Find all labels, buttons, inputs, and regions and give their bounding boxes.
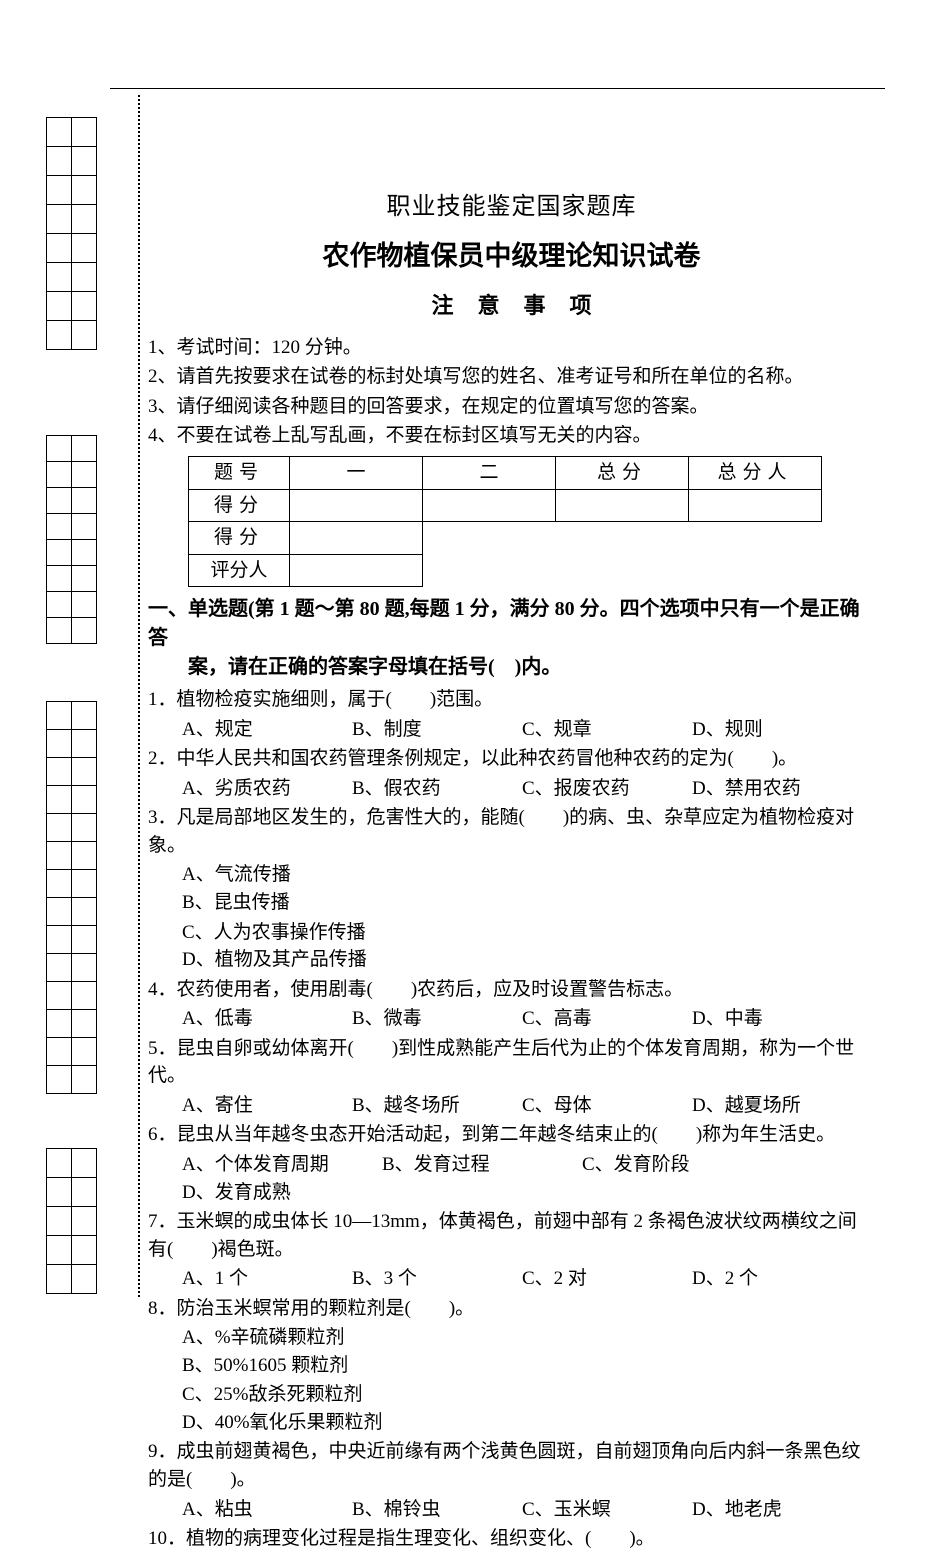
question-options-row: A、粘虫B、棉铃虫C、玉米螟D、地老虎 bbox=[182, 1496, 875, 1524]
score-row1-label: 题号 bbox=[189, 457, 290, 490]
question-option: C、25%敌杀死颗粒剂 bbox=[182, 1381, 542, 1409]
question-option: A、气流传播 bbox=[182, 861, 542, 889]
score-col-1: 一 bbox=[290, 457, 423, 490]
note-4: 4、不要在试卷上乱写乱画，不要在标封区填写无关的内容。 bbox=[148, 422, 875, 450]
question-options-row: A、劣质农药B、假农药C、报废农药D、禁用农药 bbox=[182, 775, 875, 803]
question-option: A、劣质农药 bbox=[182, 775, 352, 803]
question-option: D、中毒 bbox=[692, 1005, 862, 1033]
question-stem: 3．凡是局部地区发生的，危害性大的，能随( )的病、虫、杂草应定为植物检疫对象。 bbox=[148, 804, 875, 859]
question-options-row: A、个体发育周期B、发育过程C、发育阶段 D、发育成熟 bbox=[182, 1151, 875, 1206]
question-option: C、2 对 bbox=[522, 1265, 692, 1293]
question-option: D、发育成熟 bbox=[182, 1179, 382, 1207]
question-options-row: A、1 个B、3 个C、2 对D、2 个 bbox=[182, 1265, 875, 1293]
question-option: A、低毒 bbox=[182, 1005, 352, 1033]
question-stem: 5．昆虫自卵或幼体离开( )到性成熟能产生后代为止的个体发育周期，称为一个世代。 bbox=[148, 1035, 875, 1090]
title-line-2: 农作物植保员中级理论知识试卷 bbox=[148, 237, 875, 276]
question-option: B、50%1605 颗粒剂 bbox=[182, 1352, 542, 1380]
question-options-row: A、寄住B、越冬场所C、母体D、越夏场所 bbox=[182, 1092, 875, 1120]
note-2: 2、请首先按要求在试卷的标封处填写您的姓名、准考证号和所在单位的名称。 bbox=[148, 363, 875, 391]
question-options-row: A、气流传播B、昆虫传播 bbox=[182, 861, 875, 916]
question-stem: 10．植物的病理变化过程是指生理变化、组织变化、( )。 bbox=[148, 1525, 875, 1553]
question-option: A、规定 bbox=[182, 716, 352, 744]
side-grid-1 bbox=[46, 117, 97, 350]
question-option: B、棉铃虫 bbox=[352, 1496, 522, 1524]
side-grid-4 bbox=[46, 1148, 97, 1294]
question-option: A、粘虫 bbox=[182, 1496, 352, 1524]
question-stem: 9．成虫前翅黄褐色，中央近前缘有两个浅黄色圆斑，自前翅顶角向后内斜一条黑色纹的是… bbox=[148, 1438, 875, 1493]
question-option: C、发育阶段 bbox=[582, 1151, 782, 1179]
score-cell bbox=[556, 489, 689, 522]
side-grid-3 bbox=[46, 701, 97, 1094]
question-options-row: A、%辛硫磷颗粒剂B、50%1605 颗粒剂 bbox=[182, 1324, 875, 1379]
question-option: B、制度 bbox=[352, 716, 522, 744]
title-line-3: 注意事项 bbox=[148, 290, 875, 322]
question-stem: 1．植物检疫实施细则，属于( )范围。 bbox=[148, 686, 875, 714]
question-option: A、寄住 bbox=[182, 1092, 352, 1120]
question-option: D、植物及其产品传播 bbox=[182, 946, 542, 974]
question-stem: 8．防治玉米螟常用的颗粒剂是( )。 bbox=[148, 1295, 875, 1323]
question-option: D、越夏场所 bbox=[692, 1092, 862, 1120]
score-cell bbox=[423, 489, 556, 522]
question-stem: 4．农药使用者，使用剧毒( )农药后，应及时设置警告标志。 bbox=[148, 976, 875, 1004]
score-row2-label: 得分 bbox=[189, 489, 290, 522]
score-table-sub: 得分 评分人 bbox=[188, 521, 423, 587]
question-option: B、越冬场所 bbox=[352, 1092, 522, 1120]
question-option: B、昆虫传播 bbox=[182, 889, 542, 917]
question-option: A、1 个 bbox=[182, 1265, 352, 1293]
question-option: A、个体发育周期 bbox=[182, 1151, 382, 1179]
question-options-row: C、25%敌杀死颗粒剂D、40%氧化乐果颗粒剂 bbox=[182, 1381, 875, 1436]
question-stem: 2．中华人民共和国农药管理条例规定，以此种农药冒他种农药的定为( )。 bbox=[148, 745, 875, 773]
top-rule bbox=[110, 88, 885, 89]
question-option: B、发育过程 bbox=[382, 1151, 582, 1179]
note-1: 1、考试时间：120 分钟。 bbox=[148, 334, 875, 362]
score-col-scorer: 总分人 bbox=[689, 457, 822, 490]
section-1-heading: 一、单选题(第 1 题～第 80 题,每题 1 分，满分 80 分。四个选项中只… bbox=[148, 595, 875, 682]
question-options-row: A、低毒B、微毒C、高毒D、中毒 bbox=[182, 1005, 875, 1033]
score-table-block: 题号 一 二 总分 总分人 得分 得分 bbox=[188, 456, 875, 587]
question-option: C、人为农事操作传播 bbox=[182, 919, 542, 947]
question-option: C、规章 bbox=[522, 716, 692, 744]
section-line2: 案，请在正确的答案字母填在括号( )内。 bbox=[148, 653, 875, 682]
question-options-row: C、人为农事操作传播D、植物及其产品传播 bbox=[182, 919, 875, 974]
score-cell bbox=[689, 489, 822, 522]
question-options-row: A、规定B、制度C、规章D、规则 bbox=[182, 716, 875, 744]
question-stem: 6．昆虫从当年越冬虫态开始活动起，到第二年越冬结束止的( )称为年生活史。 bbox=[148, 1121, 875, 1149]
side-grid-2 bbox=[46, 435, 97, 644]
question-option: C、报废农药 bbox=[522, 775, 692, 803]
question-stem: 7．玉米螟的成虫体长 10—13mm，体黄褐色，前翅中部有 2 条褐色波状纹两横… bbox=[148, 1208, 875, 1263]
question-option: D、2 个 bbox=[692, 1265, 862, 1293]
section-line1: 一、单选题(第 1 题～第 80 题,每题 1 分，满分 80 分。四个选项中只… bbox=[148, 598, 860, 649]
question-option: A、%辛硫磷颗粒剂 bbox=[182, 1324, 542, 1352]
score-cell bbox=[290, 522, 423, 555]
questions-block: 1．植物检疫实施细则，属于( )范围。A、规定B、制度C、规章D、规则2．中华人… bbox=[148, 686, 875, 1552]
score-row4-label: 评分人 bbox=[189, 554, 290, 587]
score-col-2: 二 bbox=[423, 457, 556, 490]
score-col-total: 总分 bbox=[556, 457, 689, 490]
question-option: D、规则 bbox=[692, 716, 862, 744]
question-option: D、地老虎 bbox=[692, 1496, 862, 1524]
question-option: D、禁用农药 bbox=[692, 775, 862, 803]
score-row3-label: 得分 bbox=[189, 522, 290, 555]
question-option: B、微毒 bbox=[352, 1005, 522, 1033]
question-option: C、高毒 bbox=[522, 1005, 692, 1033]
question-option: B、假农药 bbox=[352, 775, 522, 803]
question-option: C、玉米螟 bbox=[522, 1496, 692, 1524]
score-table-main: 题号 一 二 总分 总分人 得分 bbox=[188, 456, 822, 522]
title-line-1: 职业技能鉴定国家题库 bbox=[148, 190, 875, 225]
note-3: 3、请仔细阅读各种题目的回答要求，在规定的位置填写您的答案。 bbox=[148, 393, 875, 421]
perforation-line bbox=[138, 95, 140, 1297]
question-option: D、40%氧化乐果颗粒剂 bbox=[182, 1409, 542, 1437]
content-area: 职业技能鉴定国家题库 农作物植保员中级理论知识试卷 注意事项 1、考试时间：12… bbox=[148, 180, 875, 1555]
question-option: B、3 个 bbox=[352, 1265, 522, 1293]
question-option: C、母体 bbox=[522, 1092, 692, 1120]
score-cell bbox=[290, 489, 423, 522]
exam-page: 职业技能鉴定国家题库 农作物植保员中级理论知识试卷 注意事项 1、考试时间：12… bbox=[0, 0, 945, 1337]
score-cell bbox=[290, 554, 423, 587]
